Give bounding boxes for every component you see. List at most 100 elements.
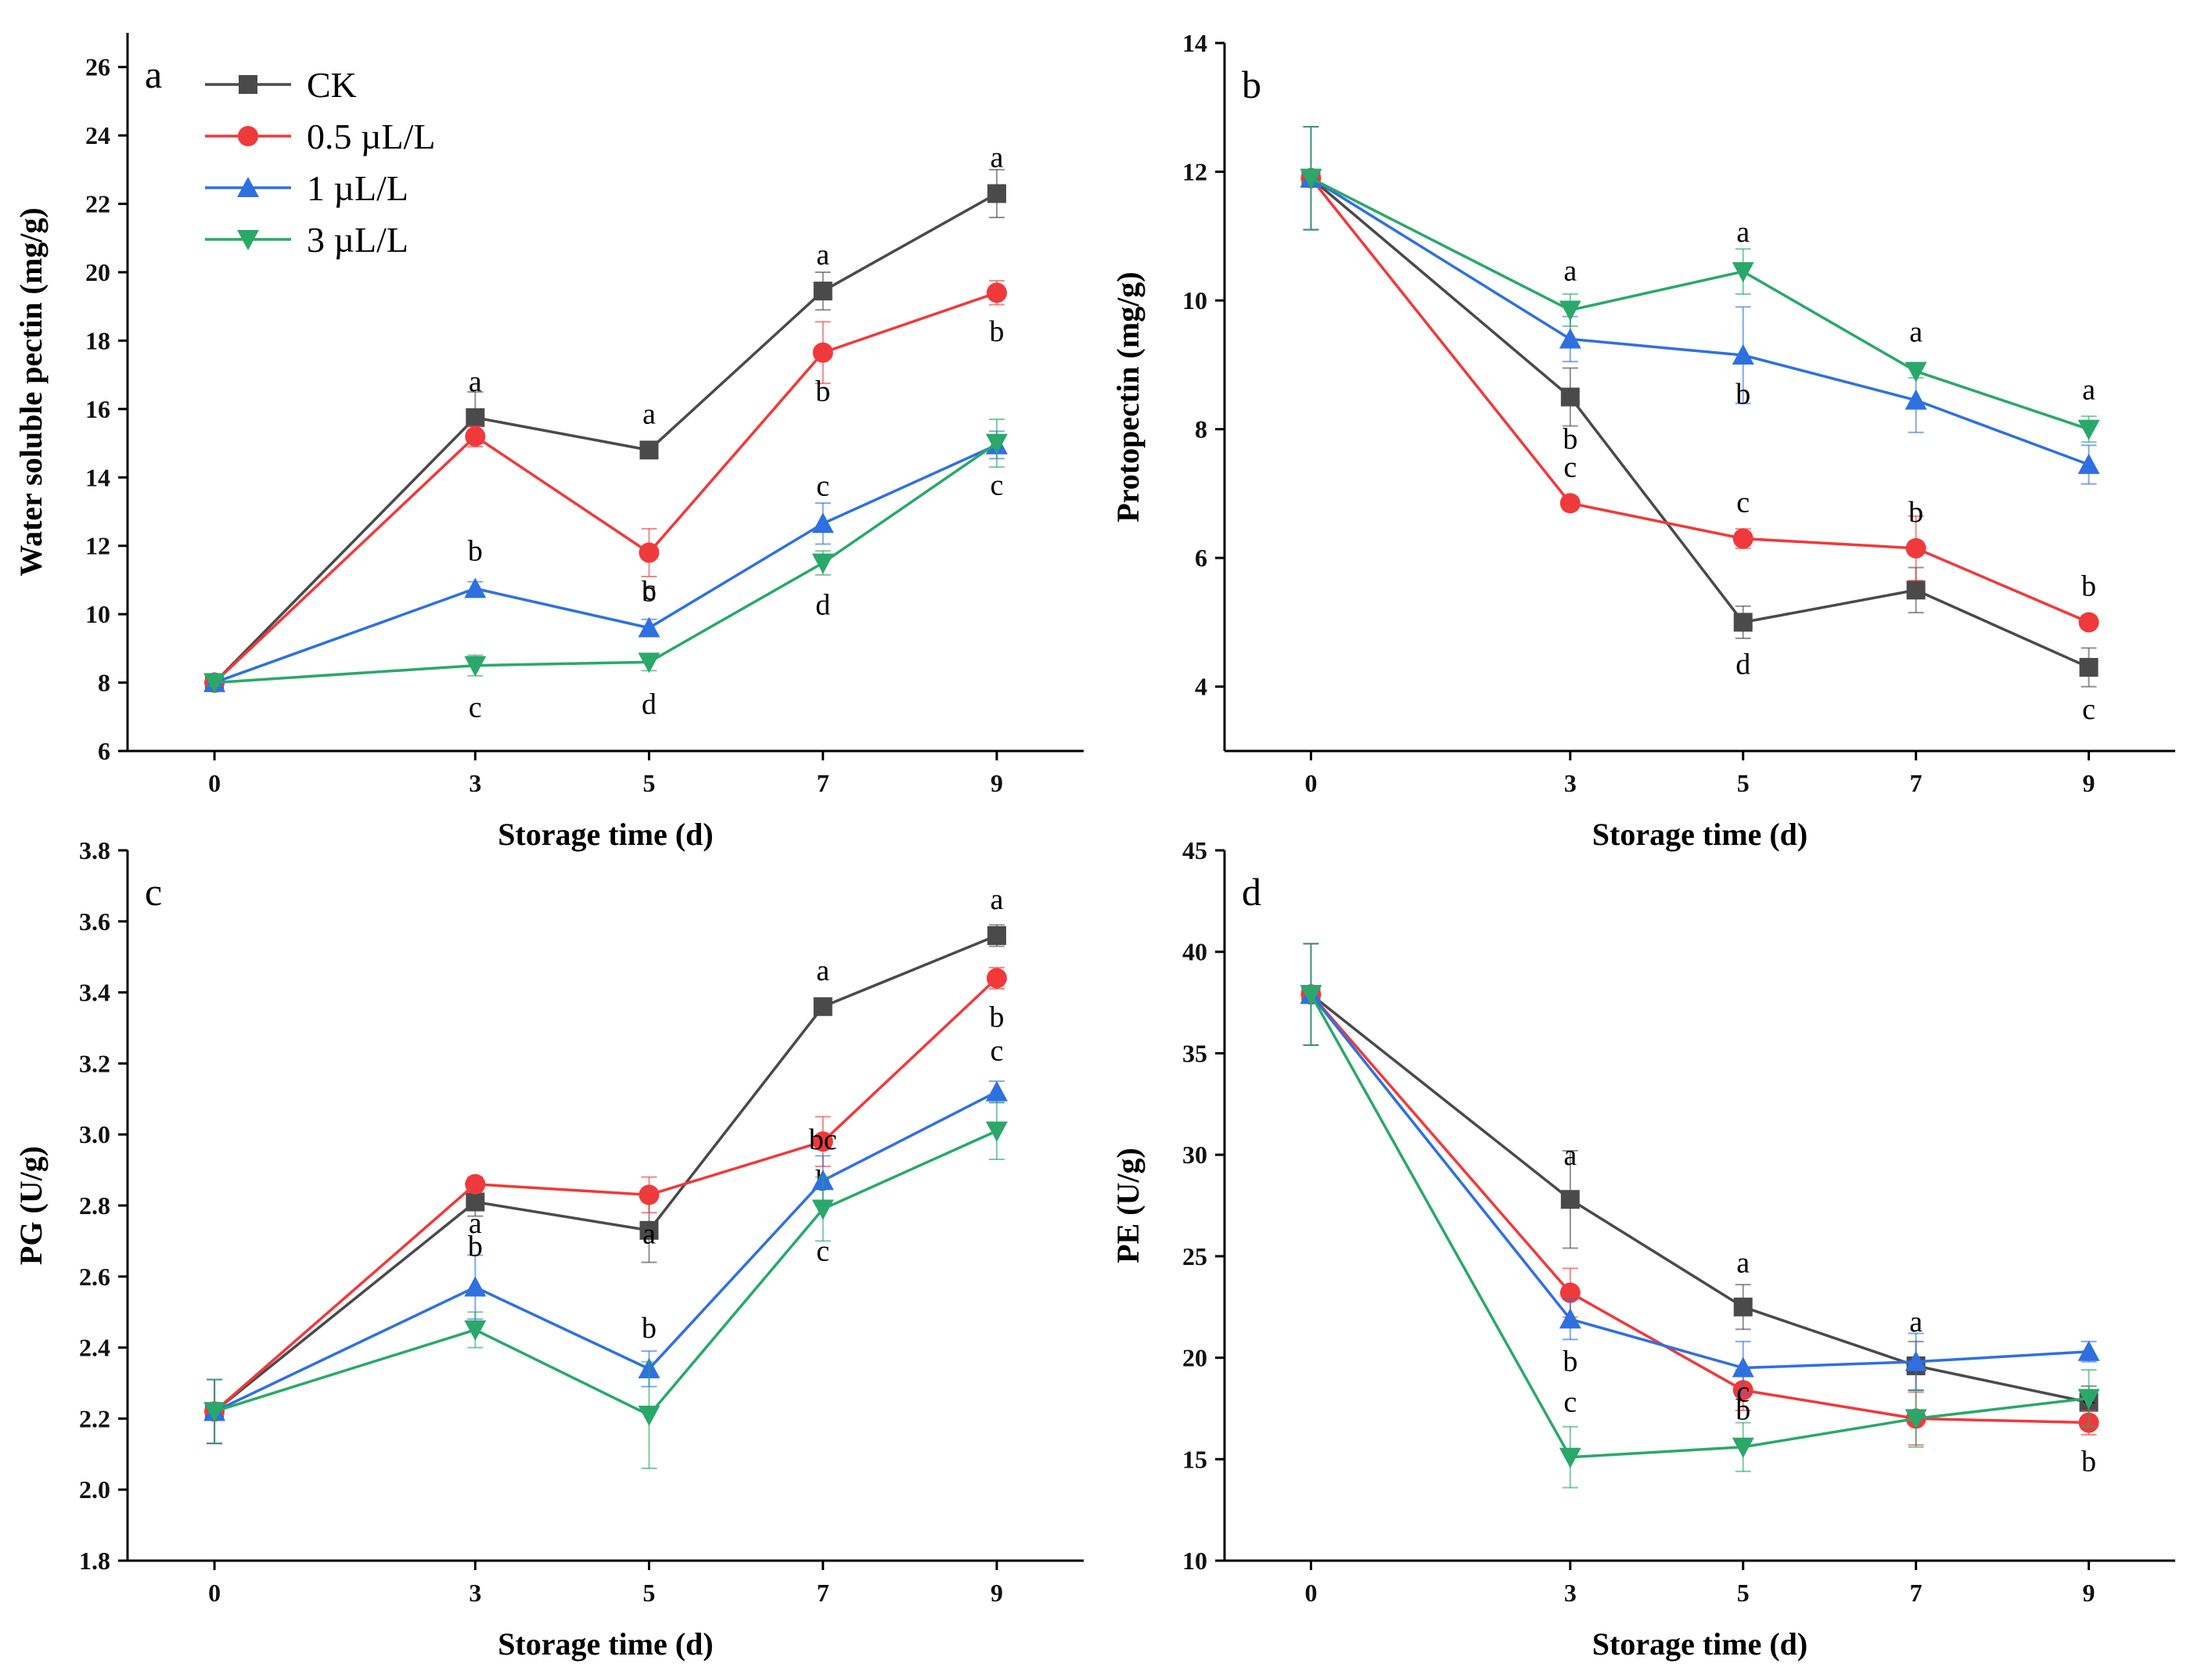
- x-tick: 0: [1304, 1561, 1317, 1607]
- data-point: [638, 1184, 660, 1206]
- data-point: [1733, 1297, 1753, 1317]
- data-point: [465, 426, 486, 447]
- y-tick: 22: [85, 190, 128, 218]
- x-tick: 0: [208, 751, 221, 797]
- y-tick-label: 8: [1195, 415, 1207, 444]
- y-tick-label: 10: [85, 600, 110, 628]
- y-tick: 2.2: [79, 1404, 128, 1432]
- significance-letter: a: [1563, 254, 1577, 287]
- data-point: [638, 616, 660, 638]
- x-tick-label: 3: [469, 1579, 481, 1607]
- data-point: [638, 1405, 660, 1426]
- x-tick-label: 0: [208, 769, 221, 797]
- x-tick: 9: [991, 1561, 1003, 1607]
- data-point: [985, 1121, 1008, 1142]
- y-tick-label: 20: [1182, 1344, 1207, 1372]
- legend-label: 3 µL/L: [307, 220, 408, 260]
- data-point: [203, 673, 226, 694]
- panel-a: 6 8 10 12 14 16 18 20 22 24 26 0 3 5 7 9 Storage time (d…: [13, 33, 1084, 852]
- significance-letter: d: [1735, 648, 1750, 681]
- significance-letter: a: [469, 1207, 482, 1240]
- x-tick-label: 3: [469, 769, 481, 797]
- data-point: [466, 408, 485, 427]
- data-point: [464, 1320, 487, 1341]
- significance-letter: b: [815, 375, 830, 408]
- significance-letter: c: [1736, 1376, 1750, 1409]
- series-3-l-l: c: [203, 1101, 1008, 1469]
- x-tick: 9: [2083, 1561, 2095, 1607]
- data-point: [2077, 419, 2100, 440]
- y-tick: 1.8: [79, 1547, 128, 1575]
- panel-c: 1.8 2.0 2.2 2.4 2.6 2.8 3.0 3.2 3.4 3.6 3.8 0 3 5 7 9 St…: [13, 836, 1084, 1662]
- x-tick: 5: [1737, 751, 1750, 797]
- legend-marker: [237, 230, 259, 250]
- y-tick: 4: [1195, 673, 1225, 701]
- y-tick: 8: [1195, 415, 1225, 444]
- data-point: [2077, 1389, 2100, 1410]
- significance-letter: b: [1908, 496, 1923, 529]
- data-point: [1904, 361, 1927, 383]
- y-tick-label: 2.2: [79, 1404, 110, 1432]
- data-point: [987, 184, 1006, 203]
- panel-b: 4 6 8 10 12 14 0 3 5 7 9 Storage time (d) Protopecti…: [1110, 29, 2175, 852]
- y-tick: 3.4: [79, 979, 128, 1007]
- y-tick-label: 14: [85, 463, 110, 491]
- data-point: [1559, 1447, 1581, 1468]
- legend: CK 0.5 µL/L 1 µL/L 3 µL/L: [205, 65, 435, 260]
- significance-letter: c: [816, 469, 829, 502]
- x-tick-label: 0: [208, 1579, 221, 1607]
- y-tick-label: 6: [98, 737, 110, 765]
- significance-letter: a: [990, 883, 1003, 916]
- y-tick: 25: [1182, 1242, 1225, 1270]
- series-1-l-l: b b a: [1300, 943, 2100, 1427]
- x-axis-title: Storage time (d): [1592, 1626, 1807, 1662]
- y-tick: 10: [1182, 286, 1225, 314]
- x-axis-title: Storage time (d): [498, 817, 713, 852]
- x-tick-label: 7: [1910, 1579, 1922, 1607]
- x-tick: 7: [817, 751, 829, 797]
- significance-letter: a: [642, 1217, 656, 1250]
- significance-letter: c: [1563, 1386, 1577, 1419]
- data-point: [813, 282, 833, 301]
- significance-letter: c: [990, 1035, 1003, 1068]
- x-tick-label: 7: [1910, 769, 1922, 797]
- y-tick-label: 12: [1182, 158, 1207, 186]
- series-3-l-l: a a a a: [1300, 125, 2100, 444]
- data-point: [203, 1402, 226, 1423]
- y-axis-title: Water soluble pectin (mg/g): [13, 207, 49, 576]
- y-tick: 30: [1182, 1141, 1225, 1169]
- data-point: [639, 1220, 659, 1240]
- data-point: [985, 1080, 1008, 1101]
- x-tick: 9: [2083, 751, 2095, 797]
- y-tick-label: 1.8: [79, 1547, 110, 1575]
- x-axis-title: Storage time (d): [498, 1626, 713, 1662]
- data-point: [1732, 262, 1754, 283]
- data-point: [1559, 493, 1581, 514]
- data-point: [812, 342, 833, 363]
- y-tick-label: 3.2: [79, 1049, 110, 1077]
- data-point: [1560, 387, 1580, 407]
- data-point: [2077, 1340, 2100, 1361]
- significance-letter: a: [816, 239, 829, 271]
- data-point: [2077, 453, 2100, 474]
- x-tick-label: 3: [1564, 1579, 1577, 1607]
- data-point: [1732, 344, 1754, 365]
- x-tick: 5: [643, 1561, 656, 1607]
- legend-label: 1 µL/L: [307, 168, 408, 208]
- y-tick-label: 10: [1182, 1547, 1207, 1575]
- significance-letter: c: [990, 469, 1003, 502]
- y-tick: 45: [1182, 836, 1225, 864]
- y-tick-label: 6: [1195, 544, 1207, 572]
- y-tick-label: 16: [85, 395, 110, 423]
- x-tick-label: 5: [1737, 769, 1750, 797]
- y-tick-label: 3.4: [79, 979, 110, 1007]
- panel-letter: c: [145, 870, 162, 914]
- data-point: [1559, 328, 1581, 349]
- y-tick-label: 2.4: [79, 1334, 110, 1362]
- x-tick-label: 9: [991, 1579, 1003, 1607]
- data-point: [985, 433, 1008, 455]
- significance-letter: a: [469, 365, 482, 398]
- significance-letter: b: [642, 575, 656, 608]
- y-axis-title: PG (U/g): [13, 1146, 49, 1265]
- significance-letter: b: [2081, 570, 2096, 602]
